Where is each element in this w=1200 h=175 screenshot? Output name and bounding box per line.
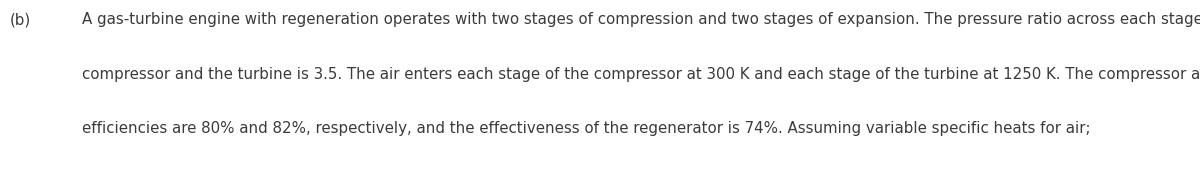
Text: (b): (b) [10,12,31,27]
Text: A gas-turbine engine with regeneration operates with two stages of compression a: A gas-turbine engine with regeneration o… [82,12,1200,27]
Text: compressor and the turbine is 3.5. The air enters each stage of the compressor a: compressor and the turbine is 3.5. The a… [82,66,1200,82]
Text: efficiencies are 80% and 82%, respectively, and the effectiveness of the regener: efficiencies are 80% and 82%, respective… [82,121,1090,136]
